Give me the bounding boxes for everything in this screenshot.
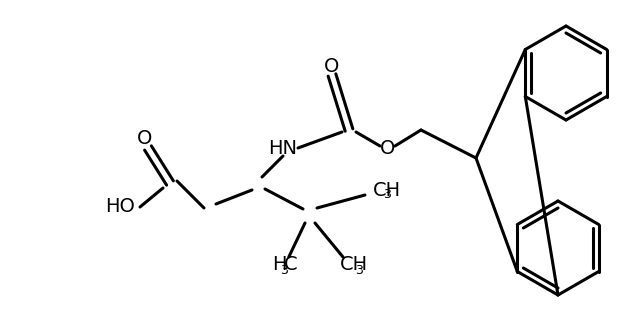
Text: HN: HN — [269, 139, 298, 158]
Text: HO: HO — [105, 198, 135, 216]
Text: H: H — [272, 255, 287, 274]
Text: CH: CH — [340, 255, 368, 274]
Text: C: C — [284, 255, 298, 274]
Text: O: O — [380, 139, 396, 158]
Text: 3: 3 — [383, 188, 392, 201]
Text: 3: 3 — [280, 264, 287, 277]
Text: O: O — [138, 129, 153, 147]
Text: 3: 3 — [355, 264, 364, 277]
Text: O: O — [324, 57, 340, 76]
Text: CH: CH — [373, 181, 401, 199]
